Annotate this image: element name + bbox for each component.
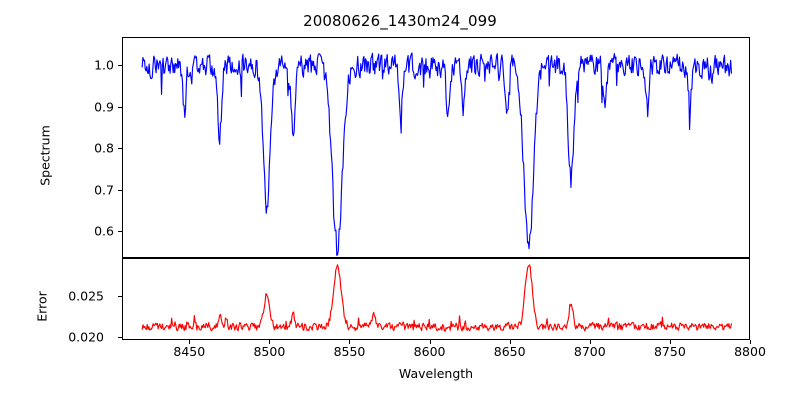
- x-tick-mark: [509, 340, 511, 344]
- y-tick-label-spectrum: 0.6: [94, 223, 114, 239]
- x-tick-mark: [189, 340, 191, 344]
- x-tick-label: 8800: [734, 344, 766, 359]
- y-tick-label-spectrum: 1.0: [94, 57, 114, 73]
- y-tick-mark-error: [118, 337, 122, 339]
- y-tick-label-error: 0.025: [68, 288, 104, 304]
- y-tick-label-spectrum: 0.9: [94, 99, 114, 115]
- x-tick-mark: [429, 340, 431, 344]
- x-tick-mark: [349, 340, 351, 344]
- x-tick-mark: [269, 340, 271, 344]
- y-tick-mark-spectrum: [118, 148, 122, 150]
- x-tick-label: 8650: [493, 344, 526, 359]
- y-tick-label-spectrum: 0.8: [94, 140, 114, 156]
- x-tick-label: 8500: [253, 344, 286, 359]
- y-tick-mark-spectrum: [118, 65, 122, 67]
- y-tick-mark-error: [118, 295, 122, 297]
- error-line: [141, 264, 733, 332]
- spectrum-line: [141, 52, 733, 256]
- spectrum-plot-panel: [122, 37, 750, 258]
- chart-title: 20080626_1430m24_099: [303, 12, 497, 30]
- x-tick-label: 8450: [173, 344, 206, 359]
- x-tick-mark: [669, 340, 671, 344]
- x-tick-mark: [750, 340, 751, 344]
- x-tick-label: 8550: [333, 344, 366, 359]
- y-tick-mark-spectrum: [118, 231, 122, 233]
- x-tick-label: 8700: [573, 344, 606, 359]
- y-axis-label-spectrum: Spectrum: [37, 125, 53, 186]
- x-tick-label: 8750: [653, 344, 686, 359]
- error-plot-panel: [122, 258, 750, 340]
- error-series: [141, 264, 733, 332]
- x-axis-label: Wavelength: [398, 366, 474, 381]
- x-tick-mark: [589, 340, 591, 344]
- y-axis-label-error: Error: [34, 291, 50, 322]
- x-tick-label: 8600: [413, 344, 446, 359]
- y-tick-label-error: 0.020: [68, 329, 104, 345]
- y-tick-label-spectrum: 0.7: [94, 182, 114, 198]
- y-tick-mark-spectrum: [118, 106, 122, 108]
- y-tick-mark-spectrum: [118, 189, 122, 191]
- spectrum-series: [141, 52, 733, 256]
